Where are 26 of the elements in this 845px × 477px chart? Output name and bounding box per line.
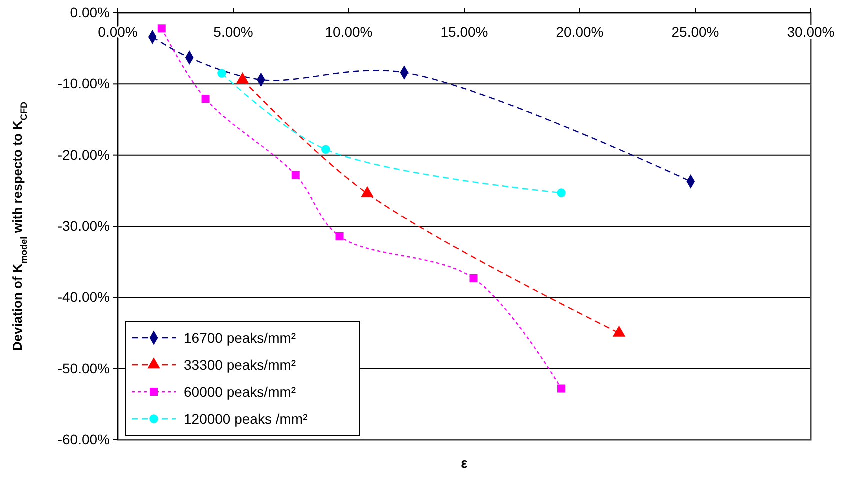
legend-label: 60000 peaks/mm²: [184, 384, 296, 400]
legend-label: 33300 peaks/mm²: [184, 357, 296, 373]
point: [292, 171, 300, 180]
y-tick-label: -10.00%: [58, 76, 110, 92]
y-tick-label: -50.00%: [58, 360, 110, 376]
y-tick-label: -20.00%: [58, 146, 110, 163]
point: [218, 69, 226, 78]
legend-label: 16700 peaks/mm²: [184, 330, 296, 346]
x-tick-label: 5.00%: [214, 24, 254, 40]
x-tick-label: 25.00%: [672, 24, 720, 40]
y-tick-label: -60.00%: [58, 431, 110, 448]
x-tick-label: 15.00%: [440, 24, 488, 40]
point: [558, 384, 566, 393]
x-axis-title: ε: [461, 455, 468, 471]
point: [336, 232, 344, 240]
point: [202, 95, 210, 104]
point: [322, 145, 330, 154]
point: [158, 24, 166, 33]
point: [557, 188, 566, 198]
x-tick-label: 20.00%: [556, 24, 604, 40]
y-tick-label: -30.00%: [58, 218, 110, 234]
x-tick-label: 10.00%: [325, 24, 373, 40]
y-tick-label: -40.00%: [58, 289, 110, 306]
point: [470, 274, 478, 282]
y-tick-label: 0.00%: [70, 4, 110, 20]
legend-label: 120000 peaks /mm²: [184, 411, 308, 427]
